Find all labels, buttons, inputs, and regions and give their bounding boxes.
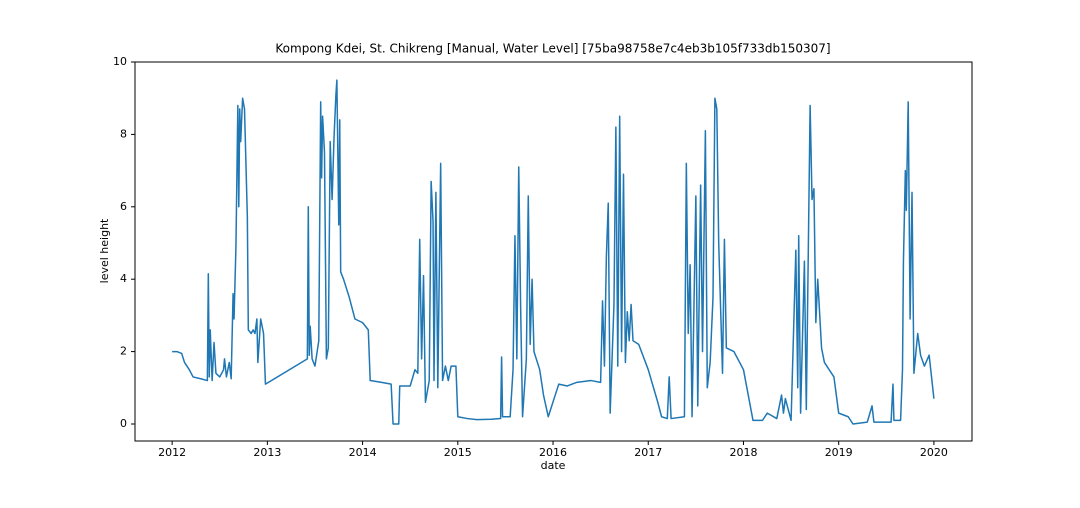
x-tick-label: 2019	[825, 446, 853, 459]
x-tick-label: 2012	[158, 446, 186, 459]
y-tick-label: 0	[120, 417, 127, 430]
y-axis-label: level height	[98, 218, 111, 283]
x-axis-label: date	[541, 459, 566, 472]
y-tick-label: 10	[113, 55, 127, 68]
x-tick-label: 2016	[539, 446, 567, 459]
y-tick-label: 2	[120, 345, 127, 358]
x-tick-label: 2020	[920, 446, 948, 459]
data-line	[172, 79, 935, 425]
x-tick-label: 2014	[349, 446, 377, 459]
x-tick-label: 2013	[253, 446, 281, 459]
x-tick-label: 2018	[729, 446, 757, 459]
chart-title: Kompong Kdei, St. Chikreng [Manual, Wate…	[275, 42, 830, 56]
x-tick-label: 2015	[444, 446, 472, 459]
y-tick-label: 8	[120, 127, 127, 140]
y-tick-label: 4	[120, 272, 127, 285]
plot-frame	[134, 61, 973, 442]
x-tick-label: 2017	[634, 446, 662, 459]
y-tick-label: 6	[120, 200, 127, 213]
